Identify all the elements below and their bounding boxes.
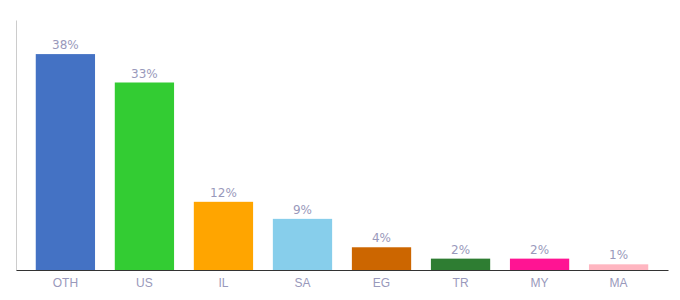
x-tick-label: MY xyxy=(531,276,549,290)
data-label: 9% xyxy=(293,203,312,217)
x-tick-label: US xyxy=(136,276,153,290)
x-tick-label: IL xyxy=(218,276,228,290)
chart: OTH US IL SA EG TR MY MA 38% 33% 12% 9% 4% 2% 2% 1% xyxy=(0,0,680,300)
bar xyxy=(589,264,648,270)
x-tick: SA xyxy=(294,276,310,290)
data-label: 12% xyxy=(210,186,237,200)
bar xyxy=(115,83,174,271)
data-label: 1% xyxy=(609,248,628,262)
bar xyxy=(510,259,569,270)
bar xyxy=(431,259,490,270)
data-label: 2% xyxy=(451,243,470,257)
x-tick: TR xyxy=(453,276,469,290)
data-label: 2% xyxy=(530,243,549,257)
bar xyxy=(36,54,95,270)
x-tick-label: OTH xyxy=(53,276,78,290)
y-axis-line xyxy=(16,21,17,271)
bar xyxy=(352,247,411,270)
y-axis xyxy=(16,21,17,271)
x-tick-label: SA xyxy=(294,276,310,290)
x-tick: OTH xyxy=(53,276,78,290)
x-tick-label: EG xyxy=(373,276,390,290)
data-label: 38% xyxy=(52,38,79,52)
x-tick-label: MA xyxy=(610,276,628,290)
bar xyxy=(194,202,253,270)
data-label: 4% xyxy=(372,231,391,245)
x-tick: EG xyxy=(373,276,390,290)
x-axis: OTH US IL SA EG TR MY MA xyxy=(17,271,669,290)
plot: OTH US IL SA EG TR MY MA 38% 33% 12% 9% 4% 2% 2% 1% xyxy=(17,21,669,290)
x-tick: MA xyxy=(610,276,628,290)
data-labels: 38% 33% 12% 9% 4% 2% 2% 1% xyxy=(52,38,628,262)
x-tick: IL xyxy=(218,276,228,290)
x-tick-label: TR xyxy=(453,276,469,290)
x-tick: US xyxy=(136,276,153,290)
x-tick: MY xyxy=(531,276,549,290)
data-label: 33% xyxy=(131,67,158,81)
x-axis-line xyxy=(17,270,669,271)
bars xyxy=(36,54,648,270)
bar xyxy=(273,219,332,270)
